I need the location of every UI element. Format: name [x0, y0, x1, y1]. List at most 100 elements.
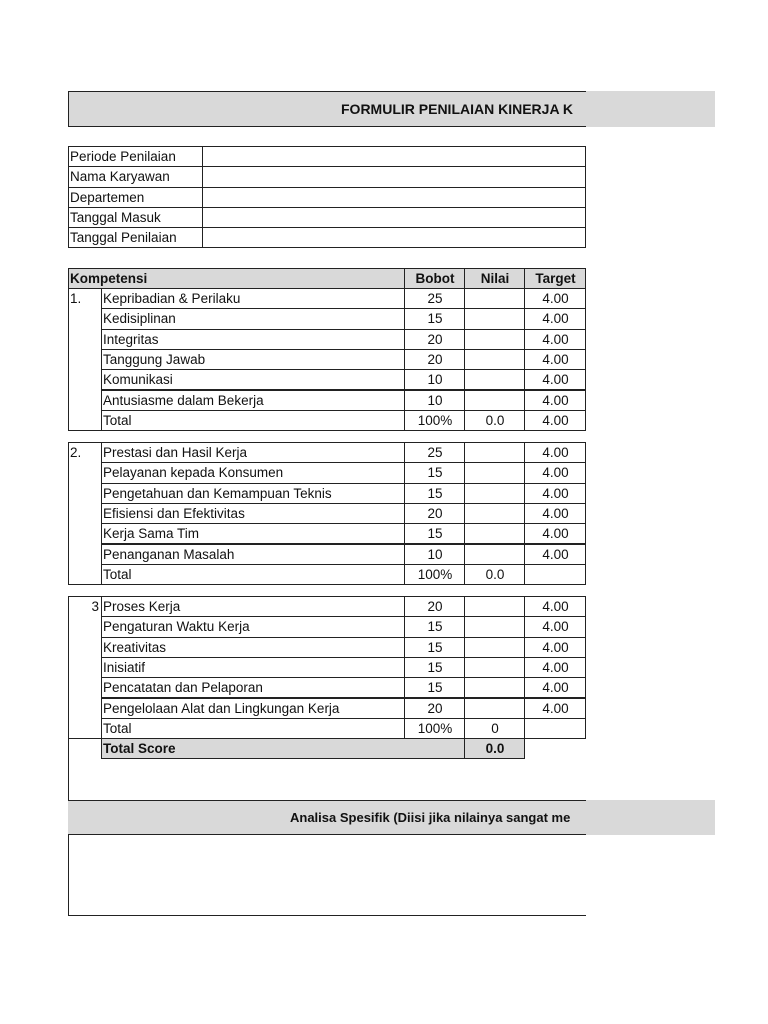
nilai-input[interactable]: [464, 348, 525, 371]
bobot-value: 10: [404, 543, 465, 565]
nilai-input[interactable]: [464, 442, 525, 464]
bobot-value: 15: [404, 616, 465, 638]
bobot-value: 15: [404, 677, 465, 699]
competency-name: Total: [101, 563, 405, 586]
competency-name: Efisiensi dan Efektivitas: [101, 502, 405, 525]
competency-name: Inisiatif: [101, 656, 405, 679]
info-label: Periode Penilaian: [68, 146, 203, 168]
bobot-value: 15: [404, 462, 465, 484]
bobot-value: 20: [404, 328, 465, 350]
competency-name: Integritas: [101, 328, 405, 350]
title-band: [68, 91, 715, 127]
nilai-input[interactable]: [464, 636, 525, 658]
bobot-value: 100%: [404, 563, 465, 586]
bobot-value: 15: [404, 308, 465, 330]
target-value: 4.00: [524, 442, 586, 464]
analysis-text-area[interactable]: [68, 835, 586, 916]
target-value: [524, 717, 586, 740]
header-bobot: Bobot: [404, 268, 465, 290]
header-target: Target: [524, 268, 586, 290]
bobot-value: 20: [404, 596, 465, 618]
bobot-value: 20: [404, 697, 465, 719]
nilai-input[interactable]: 0.0: [464, 563, 525, 586]
competency-name: Pelayanan kepada Konsumen: [101, 462, 405, 484]
bobot-value: 25: [404, 288, 465, 310]
competency-name: Pengaturan Waktu Kerja: [101, 616, 405, 638]
total-score-value: 0.0: [464, 738, 525, 760]
competency-name: Pengelolaan Alat dan Lingkungan Kerja: [101, 697, 405, 719]
nilai-input[interactable]: [464, 482, 525, 504]
analysis-band: [68, 800, 715, 835]
info-label: Nama Karyawan: [68, 166, 203, 188]
competency-name: Kerja Sama Tim: [101, 523, 405, 545]
competency-name: Pencatatan dan Pelaporan: [101, 677, 405, 699]
bobot-value: 20: [404, 502, 465, 525]
nilai-input[interactable]: [464, 656, 525, 679]
nilai-input[interactable]: [464, 462, 525, 484]
competency-name: Total: [101, 409, 405, 432]
bobot-value: 10: [404, 389, 465, 411]
info-label: Tanggal Penilaian: [68, 227, 203, 249]
competency-name: Kreativitas: [101, 636, 405, 658]
target-value: 4.00: [524, 482, 586, 504]
nilai-input[interactable]: [464, 677, 525, 699]
info-value-field[interactable]: [202, 206, 586, 229]
nilai-input[interactable]: 0.0: [464, 409, 525, 432]
info-value-field[interactable]: [202, 186, 586, 208]
target-value: 4.00: [524, 409, 586, 432]
target-value: 4.00: [524, 369, 586, 391]
nilai-input[interactable]: [464, 523, 525, 545]
section-number: 2.: [68, 442, 102, 586]
bobot-value: 100%: [404, 717, 465, 740]
target-value: 4.00: [524, 348, 586, 371]
target-value: 4.00: [524, 677, 586, 699]
info-label: Departemen: [68, 186, 203, 208]
bobot-value: 15: [404, 523, 465, 545]
analysis-title: Analisa Spesifik (Diisi jika nilainya sa…: [290, 810, 571, 825]
nilai-input[interactable]: [464, 596, 525, 618]
competency-name: Antusiasme dalam Bekerja: [101, 389, 405, 411]
target-value: [524, 563, 586, 586]
nilai-input[interactable]: [464, 502, 525, 525]
competency-name: Kedisiplinan: [101, 308, 405, 330]
section-number: 1.: [68, 288, 102, 432]
info-value-field[interactable]: [202, 227, 586, 249]
target-value: 4.00: [524, 697, 586, 719]
competency-name: Prestasi dan Hasil Kerja: [101, 442, 405, 464]
nilai-input[interactable]: [464, 543, 525, 565]
total-score-label: Total Score: [101, 738, 465, 760]
info-label: Tanggal Masuk: [68, 206, 203, 229]
competency-name: Kepribadian & Perilaku: [101, 288, 405, 310]
target-value: 4.00: [524, 288, 586, 310]
form-title: FORMULIR PENILAIAN KINERJA K: [341, 101, 574, 117]
info-value-field[interactable]: [202, 146, 586, 168]
nilai-input[interactable]: [464, 616, 525, 638]
target-value: 4.00: [524, 636, 586, 658]
target-value: 4.00: [524, 596, 586, 618]
target-value: 4.00: [524, 389, 586, 411]
nilai-input[interactable]: [464, 308, 525, 330]
header-nilai: Nilai: [464, 268, 525, 290]
nilai-input[interactable]: 0: [464, 717, 525, 740]
nilai-input[interactable]: [464, 369, 525, 391]
header-kompetensi: Kompetensi: [68, 268, 405, 290]
bobot-value: 15: [404, 482, 465, 504]
bobot-value: 20: [404, 348, 465, 371]
competency-name: Komunikasi: [101, 369, 405, 391]
bobot-value: 100%: [404, 409, 465, 432]
bobot-value: 15: [404, 636, 465, 658]
target-value: 4.00: [524, 616, 586, 638]
target-value: 4.00: [524, 502, 586, 525]
info-value-field[interactable]: [202, 166, 586, 188]
analysis-header: Analisa Spesifik (Diisi jika nilainya sa…: [68, 800, 586, 835]
competency-name: Pengetahuan dan Kemampuan Teknis: [101, 482, 405, 504]
bobot-value: 25: [404, 442, 465, 464]
nilai-input[interactable]: [464, 328, 525, 350]
nilai-input[interactable]: [464, 288, 525, 310]
section-number: 3: [68, 596, 102, 740]
target-value: 4.00: [524, 543, 586, 565]
nilai-input[interactable]: [464, 697, 525, 719]
nilai-input[interactable]: [464, 389, 525, 411]
target-value: 4.00: [524, 462, 586, 484]
competency-name: Total: [101, 717, 405, 740]
